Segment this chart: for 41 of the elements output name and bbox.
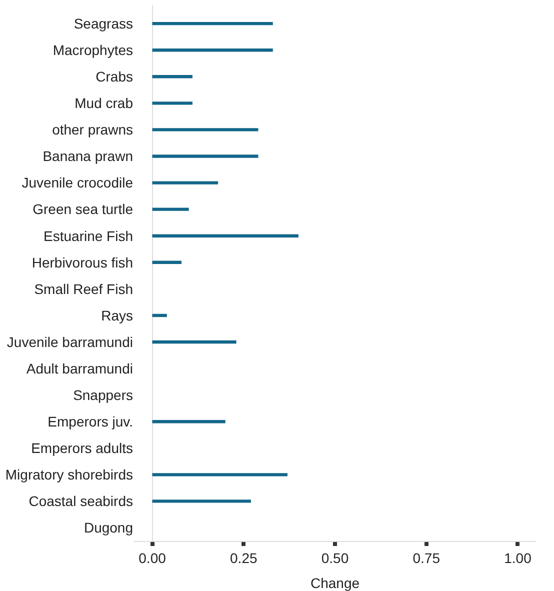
bar (152, 102, 192, 105)
bar (152, 22, 273, 26)
y-tick-label: Juvenile crocodile (22, 174, 134, 191)
x-tick-label: 1.00 (504, 550, 532, 566)
bar (152, 48, 273, 52)
y-tick-label: Estuarine Fish (44, 228, 133, 244)
x-tick-label: 0.00 (138, 550, 166, 566)
y-tick-label: Snappers (73, 386, 133, 403)
bar (152, 500, 251, 503)
bar (152, 208, 189, 211)
y-tick-label: Macrophytes (52, 42, 133, 58)
y-tick-label: Coastal seabirds (28, 493, 133, 510)
bar (152, 181, 218, 184)
bar (152, 234, 298, 238)
y-tick-label: Crabs (96, 68, 133, 85)
y-tick-label: Dugong (84, 520, 133, 536)
bar (152, 154, 258, 158)
y-tick-label: Adult barramundi (26, 360, 133, 376)
x-axis-title: Change (310, 575, 360, 591)
x-tick-label: 0.75 (412, 550, 440, 566)
bar (152, 340, 236, 344)
bar (152, 128, 258, 132)
bar (152, 473, 288, 476)
y-tick-label: Seagrass (74, 15, 133, 32)
x-tick-label: 0.25 (230, 550, 258, 566)
bar (152, 420, 226, 424)
bar (152, 75, 192, 78)
y-tick-label: Mud crab (74, 95, 134, 112)
x-tick-label: 0.50 (321, 550, 349, 566)
y-tick-label: Small Reef Fish (34, 280, 133, 297)
bar (152, 314, 167, 318)
y-tick-label: Emperors adults (31, 440, 133, 456)
y-tick-label: other prawns (52, 122, 133, 138)
y-tick-label: Banana prawn (42, 148, 133, 164)
y-tick-label: Herbivorous fish (32, 254, 133, 270)
y-tick-label: Juvenile barramundi (6, 334, 133, 350)
y-tick-label: Emperors juv. (48, 413, 133, 430)
y-tick-label: Rays (101, 307, 133, 324)
y-tick-label: Migratory shorebirds (5, 466, 133, 483)
y-tick-label: Green sea turtle (32, 201, 134, 218)
bar (152, 260, 182, 264)
